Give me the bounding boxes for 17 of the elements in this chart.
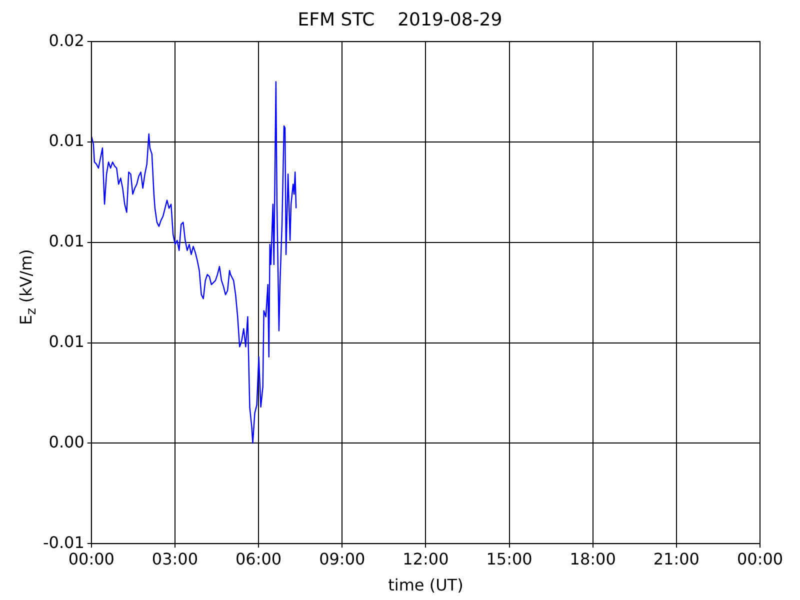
- y-tick-label: 0.01: [48, 332, 84, 351]
- x-tick-label: 00:00: [736, 549, 784, 568]
- x-tick-label: 21:00: [653, 549, 700, 568]
- y-tick-label: -0.01: [42, 532, 84, 552]
- x-tick-label: 09:00: [319, 549, 366, 568]
- y-tick-label: 0.00: [48, 432, 84, 452]
- x-axis-title: time (UT): [388, 576, 464, 595]
- x-tick-label: 18:00: [570, 549, 616, 568]
- chart-title: EFM STC 2019-08-29: [298, 9, 502, 30]
- y-tick-label: 0.01: [48, 131, 84, 150]
- x-tick-label: 15:00: [486, 549, 532, 568]
- x-tick-label: 03:00: [152, 549, 198, 568]
- x-tick-label: 00:00: [68, 549, 114, 568]
- y-tick-label: 0.02: [48, 30, 84, 50]
- x-tick-label: 12:00: [402, 549, 449, 568]
- x-tick-label: 06:00: [235, 549, 282, 568]
- y-tick-label: 0.01: [48, 232, 84, 251]
